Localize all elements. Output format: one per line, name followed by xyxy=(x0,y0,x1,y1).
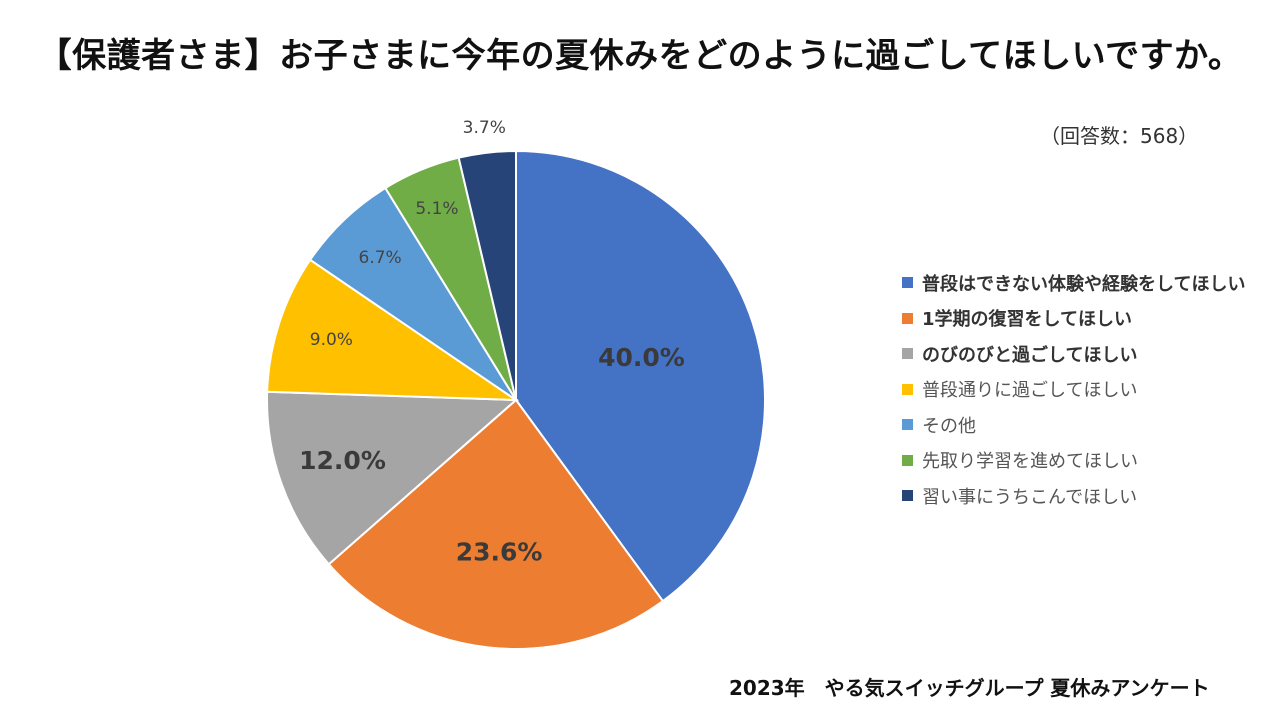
legend-swatch xyxy=(902,383,913,395)
legend-swatch xyxy=(902,277,913,289)
legend-swatch xyxy=(902,454,913,466)
legend-label: 普段はできない体験や経験をしてほしい xyxy=(922,273,1246,295)
legend-item: 先取り学習を進めてほしい xyxy=(902,443,1245,479)
slice-data-label: 23.6% xyxy=(456,537,543,566)
legend-item: その他 xyxy=(902,407,1245,443)
legend-item: 習い事にうちこんでほしい xyxy=(902,478,1245,514)
legend-item: 普段はできない体験や経験をしてほしい xyxy=(902,265,1245,301)
legend-item: のびのびと過ごしてほしい xyxy=(902,336,1245,372)
legend-swatch xyxy=(902,490,913,502)
pie-slice xyxy=(515,149,766,603)
legend-swatch xyxy=(902,348,913,360)
slice-data-label: 3.7% xyxy=(463,118,506,138)
legend-item: 普段通りに過ごしてほしい xyxy=(902,372,1245,408)
pie-slice xyxy=(266,390,519,566)
legend-label: のびのびと過ごしてほしい xyxy=(922,344,1138,366)
chart-title: 【保護者さま】お子さまに今年の夏休みをどのように過ごしてほしいですか。 xyxy=(37,36,1243,76)
legend-label: 普段通りに過ごしてほしい xyxy=(922,380,1138,402)
slice-data-label: 40.0% xyxy=(598,343,685,372)
legend-label: 習い事にうちこんでほしい xyxy=(922,486,1138,508)
slice-data-label: 12.0% xyxy=(299,446,386,475)
slice-data-label: 5.1% xyxy=(415,199,458,219)
pie-slice xyxy=(266,258,520,402)
legend-label: 1学期の復習をしてほしい xyxy=(922,309,1132,331)
chart-legend: 普段はできない体験や経験をしてほしい 1学期の復習をしてほしい のびのびと過ごしてほ… xyxy=(902,265,1245,514)
slice-data-label: 6.7% xyxy=(359,248,402,268)
legend-item: 1学期の復習をしてほしい xyxy=(902,301,1245,337)
legend-label: 先取り学習を進めてほしい xyxy=(922,451,1138,473)
survey-footer: 2023年 やる気スイッチグループ 夏休みアンケート xyxy=(729,676,1210,700)
pie-slice xyxy=(327,398,665,650)
respondent-count: （回答数：568） xyxy=(1040,124,1199,148)
legend-label: その他 xyxy=(922,415,976,437)
legend-swatch xyxy=(902,312,913,324)
legend-swatch xyxy=(902,419,913,431)
slice-data-label: 9.0% xyxy=(310,330,353,350)
pie-slice xyxy=(457,149,517,401)
